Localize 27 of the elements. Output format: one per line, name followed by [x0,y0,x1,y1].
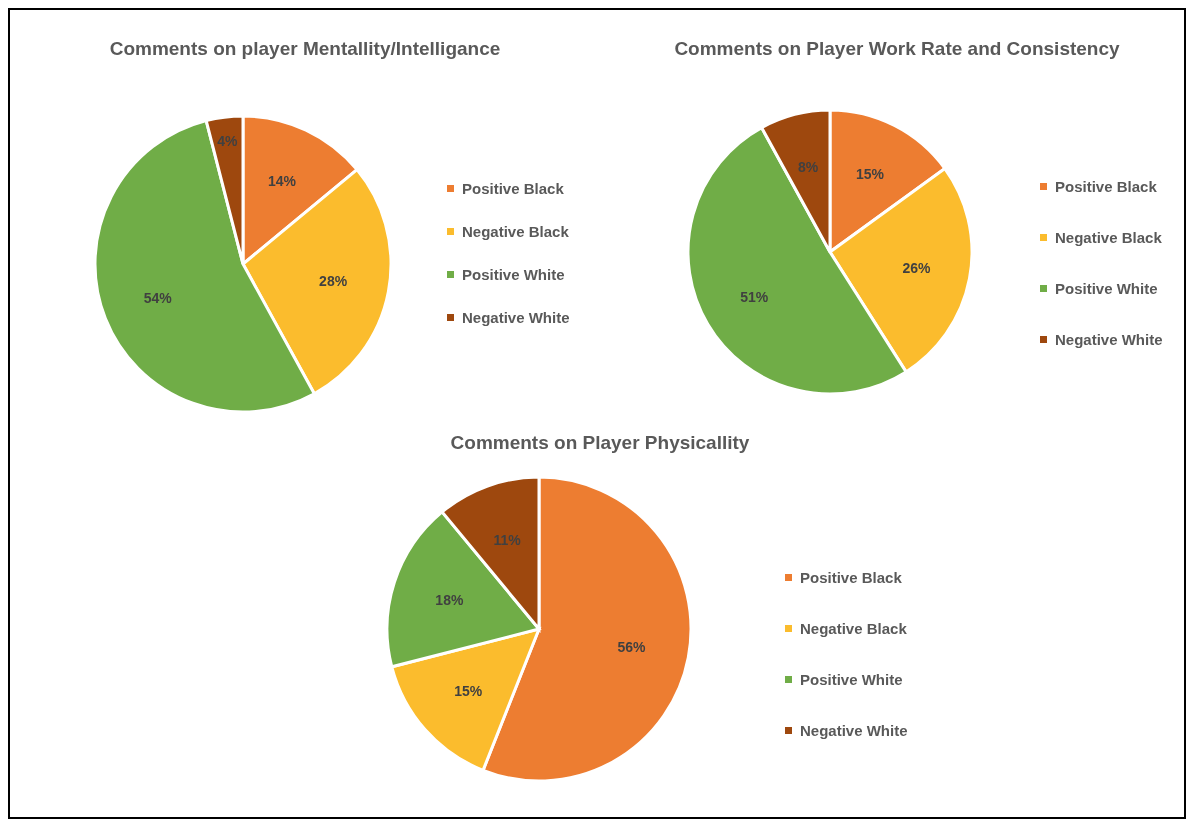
data-label: 15% [855,165,885,182]
data-label: 8% [797,158,819,175]
legend-label: Positive Black [462,179,564,197]
legend-label: Negative Black [1055,228,1162,246]
legend-label: Positive White [462,265,565,283]
data-label: 26% [902,260,932,277]
legend-label: Negative White [800,721,908,739]
legend-label: Positive White [800,670,903,688]
legend-label: Negative White [1055,330,1163,348]
data-label: 54% [143,289,173,306]
data-label: 28% [319,273,348,290]
data-label: 18% [435,591,464,608]
legend-label: Negative White [462,308,570,326]
data-label: 14% [268,172,297,189]
legend-label: Negative Black [800,619,907,637]
chart-title: Comments on player Mentallity/Intelligance [108,38,502,60]
chart-title: Comments on Player Work Rate and Consistency [673,38,1121,60]
legend-label: Positive Black [800,568,902,586]
data-label: 11% [493,532,522,549]
legend-label: Negative Black [462,222,569,240]
chart-title: Comments on Player Physicallity [449,432,751,454]
data-label: 15% [454,683,483,700]
legend-label: Positive Black [1055,177,1157,195]
data-label: 51% [740,288,769,305]
data-label: 56% [617,638,647,655]
legend-label: Positive White [1055,279,1158,297]
data-label: 4% [217,132,239,149]
